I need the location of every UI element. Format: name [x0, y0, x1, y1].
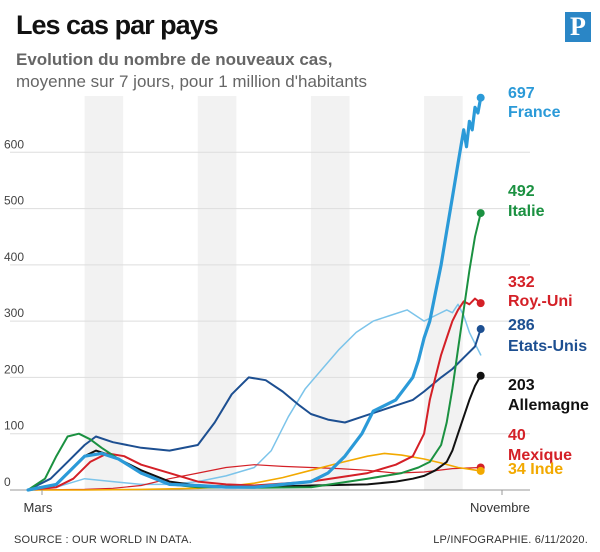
end-marker	[476, 466, 485, 475]
end-marker	[476, 93, 485, 102]
series-value-label: 492	[508, 183, 535, 200]
month-band	[424, 96, 463, 490]
y-tick-label: 400	[4, 250, 24, 264]
series-lines	[26, 96, 483, 492]
credit-note: LP/INFOGRAPHIE. 6/11/2020.	[433, 534, 588, 546]
y-tick-label: 100	[4, 419, 24, 433]
series-line-mexique	[27, 464, 482, 491]
month-band	[197, 96, 237, 490]
end-marker	[476, 371, 485, 380]
end-marker	[476, 299, 485, 308]
series-name-label: Italie	[508, 203, 545, 220]
y-tick-label: 200	[4, 362, 24, 376]
chart-subtitle: moyenne sur 7 jours, pour 1 million d'ha…	[16, 72, 367, 91]
chart-subtitle-bold: Evolution du nombre de nouveaux cas,	[16, 50, 333, 69]
month-band	[310, 96, 350, 490]
x-tick-label: Mars	[24, 500, 53, 515]
x-tick-label: Novembre	[470, 500, 530, 515]
month-band	[84, 96, 124, 490]
background-bands	[84, 96, 463, 490]
end-marker	[476, 325, 485, 334]
y-axis-ticks: 0 100 200 300 400 500 600	[4, 137, 24, 489]
series-line-unlabeled	[27, 303, 482, 491]
series-name-label: Roy.-Uni	[508, 293, 573, 310]
series-labels: 697 France 492 Italie 332 Roy.-Uni 286 Etats-Un…	[476, 85, 589, 478]
series-name-label: Etats-Unis	[508, 338, 587, 355]
series-name-label: Allemagne	[508, 397, 589, 414]
y-tick-label: 500	[4, 194, 24, 208]
end-marker	[476, 209, 485, 218]
series-name-label: Mexique	[508, 447, 572, 464]
publisher-logo: P	[565, 12, 591, 42]
series-name-label: France	[508, 104, 561, 121]
x-axis-ticks: Mars Novembre	[24, 490, 530, 515]
chart-title: Les cas par pays	[16, 10, 219, 40]
y-tick-label: 600	[4, 137, 24, 151]
series-value-label: 286	[508, 317, 535, 334]
series-line-etats-unis	[27, 328, 482, 491]
series-line-allemagne	[27, 374, 482, 491]
series-value-label: 697	[508, 85, 535, 102]
series-line-inde	[27, 452, 482, 491]
series-value-label: 332	[508, 274, 535, 291]
source-note: SOURCE : OUR WORLD IN DATA.	[14, 534, 192, 546]
y-tick-label: 300	[4, 306, 24, 320]
series-line-france	[26, 96, 483, 492]
y-tick-label: 0	[4, 475, 11, 489]
series-value-label: 40	[508, 427, 526, 444]
series-line-italie	[27, 212, 482, 491]
series-label: 34 Inde	[508, 461, 563, 478]
series-value-label: 203	[508, 377, 535, 394]
